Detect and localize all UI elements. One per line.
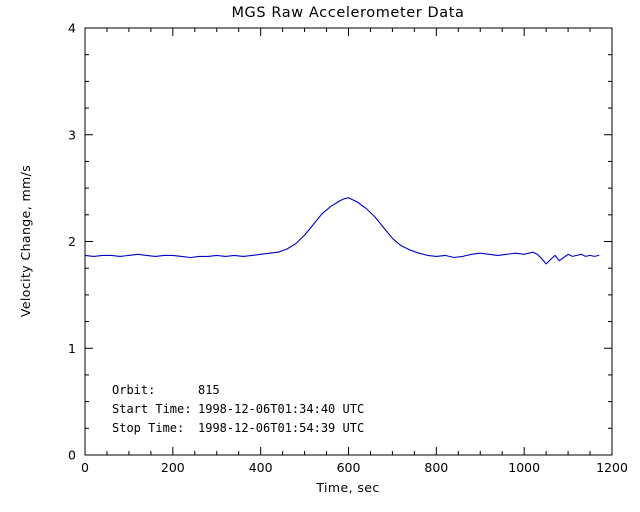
y-tick-label: 1 (68, 341, 76, 356)
chart-title: MGS Raw Accelerometer Data (231, 5, 464, 21)
annotation-value: 815 (198, 383, 220, 397)
x-tick-label: 1000 (508, 460, 540, 475)
y-tick-label: 4 (68, 21, 76, 36)
annotation-value: 1998-12-06T01:34:40 UTC (198, 402, 364, 416)
y-tick-label: 0 (68, 448, 76, 463)
x-tick-label: 400 (249, 460, 273, 475)
annotation-label: Orbit: (112, 383, 155, 397)
y-axis-label: Velocity Change, mm/s (18, 165, 33, 317)
x-tick-label: 1200 (596, 460, 628, 475)
x-tick-label: 0 (81, 460, 89, 475)
x-tick-label: 200 (161, 460, 185, 475)
y-tick-label: 3 (68, 127, 76, 142)
annotation-value: 1998-12-06T01:54:39 UTC (198, 421, 364, 435)
annotation-label: Start Time: (112, 402, 191, 416)
annotation-block: Orbit: 815 Start Time: 1998-12-06T01:34:40 … (112, 383, 364, 435)
y-tick-label: 2 (68, 234, 76, 249)
annotation-label: Stop Time: (112, 421, 184, 435)
axis-tick-labels: 0 200 400 600 800 1000 1200 0 1 2 3 4 (68, 21, 628, 476)
x-tick-label: 800 (424, 460, 448, 475)
x-tick-label: 600 (337, 460, 361, 475)
x-axis-label: Time, sec (315, 480, 379, 495)
axis-ticks (84, 27, 613, 456)
velocity-data-line (84, 197, 600, 265)
plot-frame (84, 27, 613, 456)
